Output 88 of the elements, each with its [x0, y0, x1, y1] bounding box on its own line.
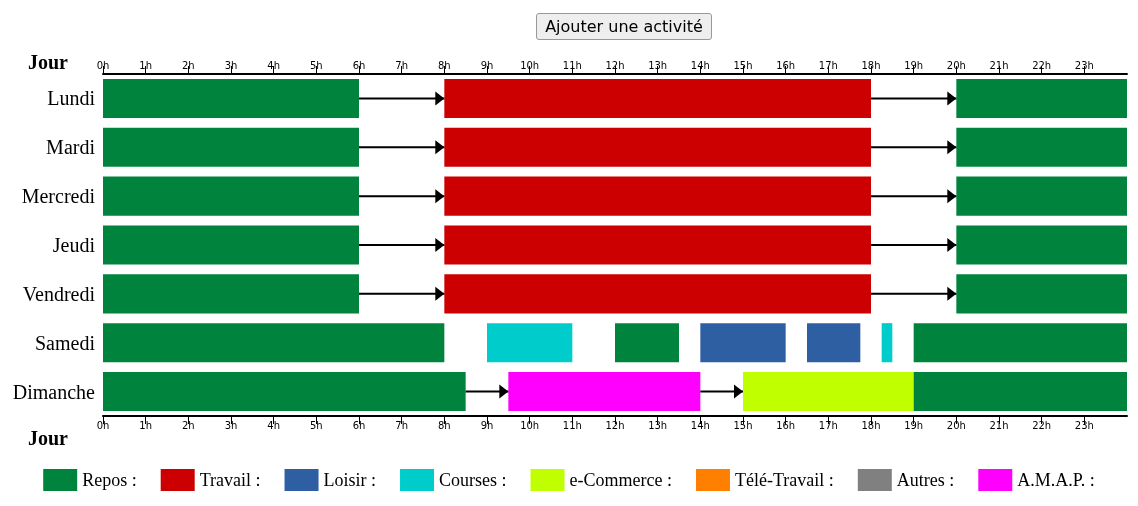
x2-tick-label: 9h	[480, 59, 494, 71]
y-tick-label: Dimanche	[12, 380, 96, 403]
x-tick-label: 12h	[605, 419, 625, 431]
bar	[444, 176, 871, 216]
x2-tick-label: 17h	[818, 59, 838, 71]
legend-label: Travail :	[199, 470, 261, 490]
legend-label: e-Commerce :	[569, 470, 672, 490]
x-tick-label: 7h	[395, 419, 409, 431]
bar	[103, 176, 359, 216]
y-tick-label: Lundi	[47, 87, 96, 110]
bar	[913, 372, 1127, 412]
bar	[444, 274, 871, 314]
bar	[444, 78, 871, 118]
legend-label: Courses :	[439, 470, 507, 490]
x2-tick-label: 10h	[520, 59, 540, 71]
x2-tick-label: 12h	[605, 59, 625, 71]
bar	[103, 372, 466, 412]
bar	[487, 323, 573, 363]
x2-tick-label: 4h	[267, 59, 281, 71]
x2-tick-label: 16h	[776, 59, 796, 71]
bar	[956, 225, 1127, 265]
legend-label: A.M.A.P. :	[1017, 470, 1095, 490]
bar	[103, 323, 445, 363]
text: Jour	[28, 427, 68, 449]
bar	[743, 372, 914, 412]
x-tick-label: 14h	[690, 419, 710, 431]
bar	[103, 274, 359, 314]
bar	[956, 274, 1127, 314]
x-tick-label: 16h	[776, 419, 796, 431]
add-button: Ajouter une activité	[536, 12, 712, 40]
x-tick-label: 0h	[96, 419, 110, 431]
bar	[508, 372, 701, 412]
y-tick-label: Vendredi	[22, 282, 96, 305]
x-tick-label: 22h	[1032, 419, 1052, 431]
y-tick-label: Mercredi	[21, 185, 96, 208]
x2-tick-label: 23h	[1074, 59, 1094, 71]
y-tick-label: Mardi	[46, 136, 96, 159]
x2-tick-label: 1h	[139, 59, 153, 71]
x-tick-label: 3h	[224, 419, 238, 431]
y-tick-label: Samedi	[35, 331, 96, 354]
x2-tick-label: 19h	[904, 59, 924, 71]
y-tick-label: Jeudi	[52, 234, 96, 256]
x-tick-label: 8h	[437, 419, 451, 431]
x2-tick-label: 2h	[181, 59, 195, 71]
x2-tick-label: 8h	[437, 59, 451, 71]
x-tick-label: 19h	[904, 419, 924, 431]
x2-tick-label: 13h	[648, 59, 668, 71]
x-tick-label: 18h	[861, 419, 881, 431]
bar	[956, 176, 1127, 216]
x2-tick-label: 18h	[861, 59, 881, 71]
bar	[700, 323, 786, 363]
bar	[956, 127, 1127, 167]
x2-tick-label: 3h	[224, 59, 238, 71]
legend-label: Loisir :	[323, 470, 377, 490]
x-tick-label: 15h	[733, 419, 753, 431]
x-tick-label: 9h	[480, 419, 494, 431]
x2-tick-label: 22h	[1032, 59, 1052, 71]
x-tick-label: 1h	[139, 419, 153, 431]
legend-label: Autres :	[896, 470, 955, 490]
x2-tick-label: 15h	[733, 59, 753, 71]
y-axis-title: Jour	[28, 51, 69, 73]
x2-tick-label: 7h	[395, 59, 409, 71]
bar	[103, 78, 359, 118]
legend-label: Repos :	[82, 470, 137, 490]
x2-tick-label: 6h	[352, 59, 366, 71]
x-tick-label: 13h	[648, 419, 668, 431]
x-tick-label: 5h	[309, 419, 323, 431]
x2-tick-label: 0h	[96, 59, 110, 71]
x2-tick-label: 14h	[690, 59, 710, 71]
bar	[615, 323, 679, 363]
x2-tick-label: 5h	[309, 59, 323, 71]
bar	[444, 225, 871, 265]
bar	[444, 127, 871, 167]
bar	[103, 127, 359, 167]
x2-tick-label: 20h	[946, 59, 966, 71]
x-tick-label: 23h	[1074, 419, 1094, 431]
x-tick-label: 10h	[520, 419, 540, 431]
bar	[881, 323, 893, 363]
x-tick-label: 2h	[181, 419, 195, 431]
x-tick-label: 6h	[352, 419, 366, 431]
bar	[807, 323, 861, 363]
x-tick-label: 17h	[818, 419, 838, 431]
x-tick-label: 20h	[946, 419, 966, 431]
legend-label: Télé-Travail :	[734, 470, 834, 490]
bar	[913, 323, 1127, 363]
bar	[956, 78, 1127, 118]
bar	[103, 225, 359, 265]
x-tick-label: 4h	[267, 419, 281, 431]
